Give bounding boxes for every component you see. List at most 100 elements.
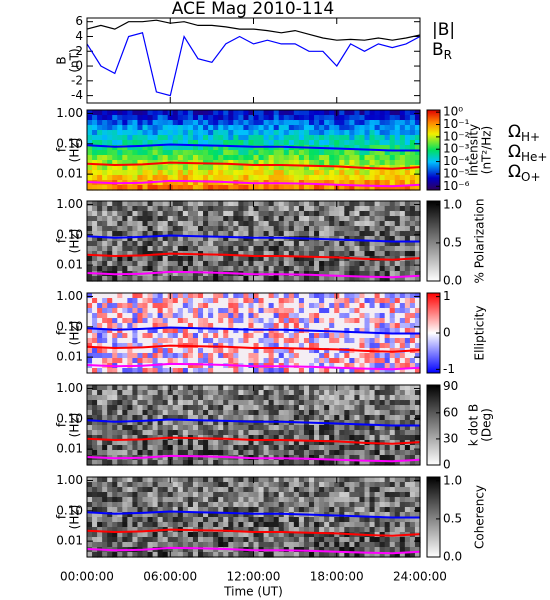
- spectrogram-cell: [273, 348, 280, 354]
- spectrogram-cell: [117, 390, 123, 396]
- spectrogram-cell: [359, 390, 366, 396]
- spectrogram-cell: [167, 507, 174, 513]
- spectrogram-cell: [384, 368, 391, 374]
- spectrogram-cell: [228, 425, 234, 431]
- spectrogram-cell: [329, 313, 335, 319]
- spectrogram-cell: [334, 353, 340, 359]
- spectrogram-cell: [213, 338, 219, 344]
- spectrogram-cell: [97, 410, 103, 416]
- spectrogram-cell: [329, 261, 335, 267]
- spectrogram-cell: [112, 175, 118, 181]
- spectrogram-cell: [238, 206, 245, 212]
- spectrogram-cell: [203, 293, 209, 299]
- spectrogram-cell: [107, 450, 113, 456]
- spectrogram-cell: [324, 231, 330, 237]
- spectrogram-cell: [404, 206, 411, 212]
- spectrogram-cell: [268, 226, 275, 232]
- spectrogram-cell: [92, 430, 98, 436]
- spectrogram-cell: [203, 502, 209, 508]
- spectrogram-cell: [122, 155, 128, 161]
- spectrogram-cell: [354, 460, 361, 466]
- spectrogram-cell: [238, 542, 245, 548]
- spectrogram-cell: [157, 180, 164, 186]
- spectrogram-cell: [107, 400, 113, 406]
- spectrogram-cell: [147, 125, 154, 131]
- spectrogram-cell: [369, 276, 376, 282]
- spectrogram-cell: [127, 343, 134, 349]
- spectrogram-cell: [172, 226, 179, 232]
- spectrogram-cell: [319, 425, 325, 431]
- spectrogram-cell: [248, 537, 255, 543]
- spectrogram-cell: [107, 308, 113, 314]
- spectrogram-cell: [157, 298, 164, 304]
- spectrogram-cell: [233, 537, 239, 543]
- spectrogram-cell: [349, 110, 356, 116]
- spectrogram-cell: [198, 323, 204, 329]
- spectrogram-cell: [218, 477, 224, 483]
- spectrogram-cell: [344, 120, 350, 126]
- spectrogram-cell: [278, 251, 285, 257]
- spectrogram-cell: [389, 323, 396, 329]
- spectrogram-cell: [112, 440, 118, 446]
- spectrogram-cell: [218, 216, 224, 222]
- spectrogram-cell: [379, 246, 386, 252]
- spectrogram-cell: [263, 256, 270, 262]
- spectrogram-cell: [162, 363, 169, 369]
- spectrogram-cell: [298, 303, 305, 309]
- spectrogram-cell: [127, 313, 134, 319]
- spectrogram-cell: [379, 180, 386, 186]
- spectrogram-cell: [187, 221, 194, 227]
- spectrogram-cell: [364, 266, 371, 272]
- spectrogram-cell: [182, 256, 189, 262]
- spectrogram-cell: [394, 211, 401, 217]
- spectrogram-cell: [319, 348, 325, 354]
- spectrogram-cell: [344, 390, 350, 396]
- spectrogram-cell: [369, 425, 376, 431]
- spectrogram-cell: [399, 353, 406, 359]
- spectrogram-cell: [278, 460, 285, 466]
- spectrogram-cell: [253, 552, 260, 558]
- spectrogram-cell: [374, 363, 381, 369]
- spectrogram-cell: [102, 390, 108, 396]
- spectrogram-cell: [298, 430, 305, 436]
- spectrogram-cell: [374, 241, 381, 247]
- spectrogram-cell: [112, 420, 118, 426]
- spectrogram-cell: [87, 435, 93, 441]
- spectrogram-cell: [303, 246, 310, 252]
- spectrogram-cell: [192, 276, 199, 282]
- y-axis-label: (nT): [68, 48, 82, 72]
- spectrogram-cell: [182, 221, 189, 227]
- spectrogram-cell: [218, 542, 224, 548]
- spectrogram-cell: [253, 206, 260, 212]
- spectrogram-cell: [384, 236, 391, 242]
- spectrogram-cell: [314, 130, 320, 136]
- spectrogram-cell: [132, 343, 139, 349]
- spectrogram-cell: [132, 537, 139, 543]
- spectrogram-cell: [233, 430, 239, 436]
- spectrogram-cell: [309, 348, 315, 354]
- spectrogram-cell: [278, 211, 285, 217]
- spectrogram-cell: [273, 405, 280, 411]
- spectrogram-cell: [268, 211, 275, 217]
- spectrogram-cell: [414, 261, 421, 267]
- spectrogram-cell: [273, 261, 280, 267]
- spectrogram-cell: [389, 276, 396, 282]
- spectrogram-cell: [354, 145, 361, 151]
- spectrogram-cell: [142, 333, 149, 339]
- spectrogram-cell: [253, 150, 260, 156]
- spectrogram-cell: [248, 318, 255, 324]
- spectrogram-cell: [409, 450, 416, 456]
- spectrogram-cell: [233, 236, 239, 242]
- spectrogram-cell: [248, 115, 255, 121]
- spectrogram-cell: [127, 395, 134, 401]
- spectrogram-cell: [198, 547, 204, 553]
- y-tick-label: 0.10: [56, 411, 83, 425]
- spectrogram-cell: [213, 477, 219, 483]
- spectrogram-cell: [273, 226, 280, 232]
- spectrogram-cell: [303, 185, 310, 191]
- spectrogram-cell: [87, 155, 93, 161]
- spectrogram-cell: [152, 231, 159, 237]
- spectrogram-cell: [369, 313, 376, 319]
- spectrogram-cell: [208, 150, 214, 156]
- spectrogram-cell: [213, 537, 219, 543]
